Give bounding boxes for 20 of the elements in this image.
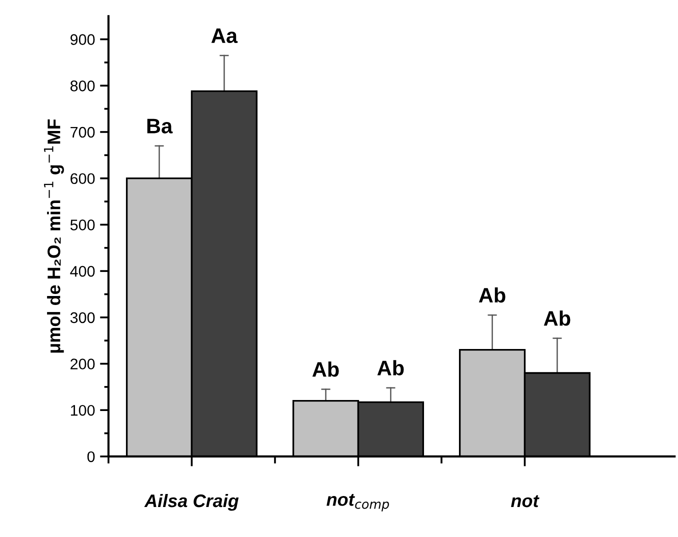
- y-tick-label: 500: [70, 220, 95, 230]
- x-tick-label: not$_{comp}$: [326, 494, 389, 512]
- y-tick-label: 700: [70, 126, 95, 138]
- y-tick-label: 400: [70, 266, 95, 277]
- y-tick-label: 900: [70, 34, 95, 45]
- data-label: Ab: [478, 287, 506, 303]
- y-tick-label: 800: [70, 80, 95, 92]
- y-tick-label: 0: [87, 451, 95, 462]
- x-tick-label: not: [511, 495, 540, 508]
- y-tick-label: 300: [70, 312, 95, 324]
- data-label: Ab: [377, 360, 404, 376]
- x-tick-label: Ailsa Craig: [144, 494, 239, 511]
- y-tick-label: 100: [70, 404, 95, 416]
- data-label: Ab: [544, 310, 570, 326]
- y-tick-label: 200: [70, 358, 95, 370]
- y-tick-label: 600: [70, 173, 95, 184]
- data-label: Ba: [147, 118, 173, 134]
- data-label: Ab: [312, 361, 339, 377]
- y-axis-title: μmol de H₂O₂ min$^{−1}$ g$^{−1}$MF: [44, 119, 64, 353]
- data-label: Aa: [211, 28, 238, 44]
